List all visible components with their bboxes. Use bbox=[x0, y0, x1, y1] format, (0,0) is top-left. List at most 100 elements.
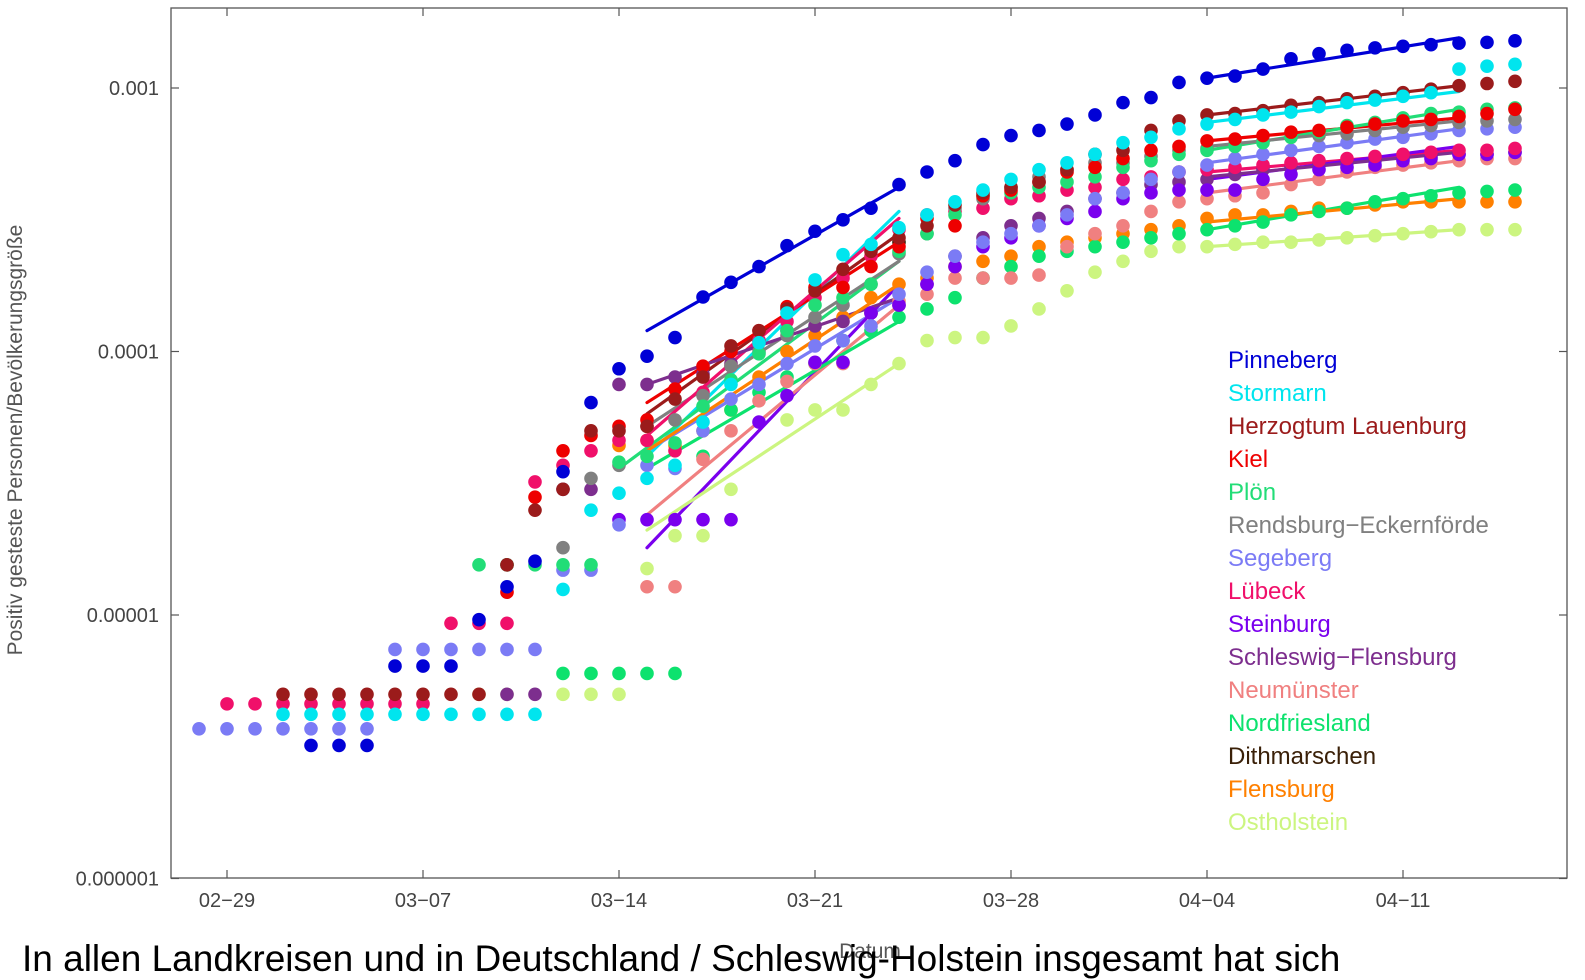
data-point bbox=[1088, 147, 1102, 162]
fit-line bbox=[1205, 228, 1461, 249]
data-point bbox=[1256, 62, 1270, 76]
data-point bbox=[276, 721, 290, 736]
data-point bbox=[836, 403, 850, 417]
y-axis-title: Positiv gesteste Personen/Bevölkerungsgr… bbox=[4, 225, 27, 656]
data-point bbox=[612, 486, 626, 500]
data-point bbox=[640, 471, 654, 486]
data-point bbox=[808, 328, 822, 343]
data-point bbox=[920, 277, 934, 292]
data-point bbox=[1116, 186, 1130, 200]
data-point bbox=[416, 697, 430, 711]
data-point bbox=[920, 302, 934, 316]
data-point bbox=[1396, 226, 1410, 241]
data-point bbox=[780, 306, 794, 320]
data-point bbox=[1116, 135, 1130, 150]
data-point bbox=[1340, 43, 1354, 58]
data-point bbox=[1200, 134, 1214, 148]
data-point bbox=[1284, 105, 1298, 119]
data-point bbox=[1116, 218, 1130, 233]
data-point bbox=[1144, 153, 1158, 168]
data-point bbox=[500, 558, 514, 572]
legend-entry: Rendsburg−Eckernförde bbox=[1228, 512, 1489, 539]
data-point bbox=[1004, 319, 1018, 333]
data-point bbox=[192, 721, 206, 736]
y-axis: 0.000001 0.00001 0.0001 0.001 bbox=[76, 78, 1567, 891]
data-point bbox=[1088, 191, 1102, 206]
data-point bbox=[1508, 183, 1522, 197]
data-point bbox=[220, 697, 234, 711]
data-point bbox=[388, 642, 402, 657]
data-point bbox=[1424, 37, 1438, 52]
data-point bbox=[836, 333, 850, 348]
data-point bbox=[1312, 172, 1326, 187]
data-point bbox=[836, 290, 850, 305]
data-point bbox=[724, 424, 738, 438]
data-point bbox=[1004, 128, 1018, 143]
fit-line bbox=[1205, 119, 1461, 149]
data-point bbox=[1452, 62, 1466, 76]
data-point bbox=[1032, 249, 1046, 263]
data-point bbox=[1004, 259, 1018, 274]
data-point bbox=[1200, 143, 1214, 158]
data-point bbox=[1284, 208, 1298, 222]
data-point bbox=[1172, 226, 1186, 241]
data-point bbox=[444, 642, 458, 657]
x-axis-title: Datum bbox=[839, 940, 901, 963]
data-point bbox=[1480, 35, 1494, 50]
data-point bbox=[1228, 218, 1242, 233]
data-point bbox=[752, 335, 766, 350]
data-point bbox=[864, 259, 878, 274]
data-point bbox=[696, 415, 710, 429]
data-point bbox=[920, 287, 934, 301]
data-point bbox=[1368, 93, 1382, 107]
data-point bbox=[304, 738, 318, 753]
legend-entry: Steinburg bbox=[1228, 611, 1331, 638]
data-point bbox=[724, 359, 738, 373]
data-point bbox=[1452, 78, 1466, 93]
data-point bbox=[1256, 147, 1270, 162]
data-point bbox=[836, 262, 850, 277]
data-point bbox=[304, 707, 318, 722]
data-point bbox=[864, 290, 878, 305]
fit-line bbox=[645, 185, 901, 333]
data-point bbox=[920, 265, 934, 279]
data-point bbox=[892, 277, 906, 292]
data-point bbox=[1088, 265, 1102, 279]
data-point bbox=[1340, 95, 1354, 110]
data-point bbox=[584, 471, 598, 486]
data-point bbox=[528, 475, 542, 489]
data-point bbox=[1396, 114, 1410, 128]
data-point bbox=[808, 403, 822, 417]
data-point bbox=[1032, 175, 1046, 189]
data-point bbox=[612, 517, 626, 532]
data-point bbox=[864, 319, 878, 333]
data-point bbox=[640, 349, 654, 363]
data-point bbox=[1508, 57, 1522, 72]
legend-entry: Ostholstein bbox=[1228, 809, 1348, 836]
data-point bbox=[1396, 130, 1410, 145]
fit-line bbox=[1205, 84, 1461, 117]
data-point bbox=[528, 642, 542, 657]
legend: Pinneberg Stormarn Herzogtum Lauenburg Kiel… bbox=[1228, 347, 1489, 836]
data-point bbox=[1312, 123, 1326, 138]
data-point bbox=[1508, 102, 1522, 117]
data-point bbox=[556, 482, 570, 497]
data-point bbox=[668, 392, 682, 406]
data-point bbox=[948, 208, 962, 222]
data-point bbox=[1480, 59, 1494, 73]
data-point bbox=[808, 283, 822, 298]
data-point bbox=[892, 287, 906, 301]
data-point bbox=[332, 707, 346, 722]
data-point bbox=[416, 642, 430, 657]
data-point bbox=[584, 482, 598, 497]
data-point bbox=[360, 738, 374, 753]
x-axis: 02−29 03−07 03−14 03−21 03−28 04−04 04−11 bbox=[199, 8, 1430, 912]
data-point bbox=[948, 271, 962, 285]
data-point bbox=[780, 388, 794, 403]
data-point bbox=[836, 213, 850, 227]
legend-entry: Nordfriesland bbox=[1228, 710, 1371, 737]
data-point bbox=[416, 707, 430, 722]
fit-line bbox=[645, 319, 901, 471]
data-point bbox=[892, 220, 906, 235]
